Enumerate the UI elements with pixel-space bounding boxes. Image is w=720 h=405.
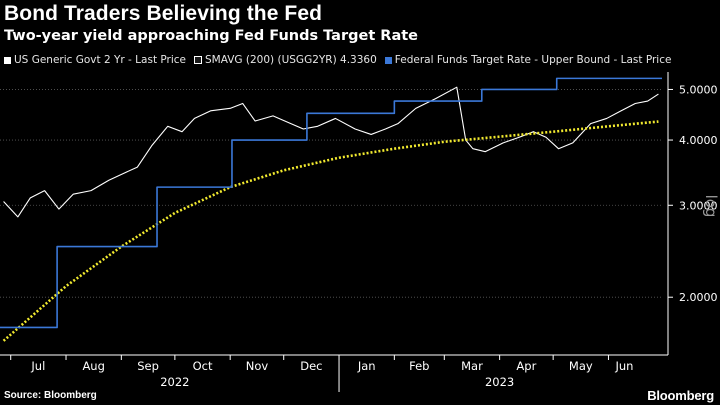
legend-item-fedfunds: Federal Funds Target Rate - Upper Bound … (384, 54, 672, 66)
page-title: Bond Traders Believing the Fed (4, 2, 323, 25)
y-tick-label: 2.0000 (679, 291, 718, 304)
y-tick-label: 5.0000 (679, 83, 718, 96)
x-tick-label: Dec (300, 359, 322, 373)
legend-item-smavg: SMAVG (200) (USGG2YR) 4.3360 (194, 54, 377, 66)
page-subtitle: Two-year yield approaching Fed Funds Tar… (4, 28, 419, 44)
legend-label-smavg: SMAVG (200) (USGG2YR) 4.3360 (205, 54, 377, 66)
legend-swatch-fedfunds (384, 56, 392, 64)
x-tick-label: Sep (137, 359, 159, 373)
year-label: 2022 (160, 375, 189, 389)
x-tick-label: Apr (516, 359, 536, 373)
year-label: 2023 (485, 375, 514, 389)
legend-label-2yr: US Generic Govt 2 Yr - Last Price (14, 54, 187, 66)
y-axis-scale-label: log (702, 195, 720, 218)
legend-item-2yr: US Generic Govt 2 Yr - Last Price (4, 54, 186, 66)
us-2yr-yield-line (3, 86, 659, 218)
smavg-200-line (2, 120, 659, 342)
x-tick-label: Mar (461, 359, 483, 373)
legend-label-fedfunds: Federal Funds Target Rate - Upper Bound … (394, 54, 672, 66)
x-tick-label: Jun (614, 359, 633, 373)
x-tick-label: Feb (409, 359, 429, 373)
x-tick-label: May (569, 359, 593, 373)
source-note: Source: Bloomberg (4, 390, 97, 401)
bloomberg-logo: Bloomberg (647, 388, 714, 403)
x-tick-label: Jul (30, 359, 45, 373)
y-tick-label: 4.0000 (679, 134, 718, 147)
legend-swatch-smavg (194, 56, 203, 64)
legend-swatch-2yr (4, 56, 11, 64)
x-tick-label: Oct (193, 359, 213, 373)
x-tick-label: Nov (246, 359, 269, 373)
x-tick-label: Jan (357, 359, 376, 373)
x-tick-label: Aug (82, 359, 104, 373)
fed-funds-upper-bound-line (0, 77, 662, 329)
y-tick-label: 3.0000 (679, 199, 718, 212)
chart-legend: US Generic Govt 2 Yr - Last Price SMAVG … (4, 54, 716, 66)
